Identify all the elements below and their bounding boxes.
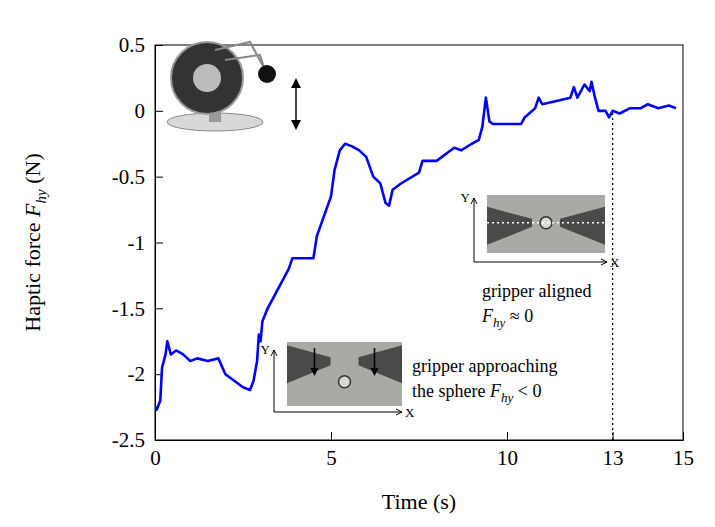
gripper-right <box>560 207 605 245</box>
y-tick-mark <box>155 111 163 112</box>
inset-image <box>487 195 605 253</box>
x-tick-mark <box>507 432 508 440</box>
annotation: gripper aligned <box>482 281 591 301</box>
text-part: hy <box>33 189 49 204</box>
alignment-line <box>487 222 605 224</box>
y-tick-label: 0.5 <box>119 33 145 57</box>
x-tick: 10 <box>497 432 518 470</box>
y-tick-label: -2 <box>128 362 146 386</box>
inset-axis-heads <box>271 350 402 415</box>
y-tick-label: -1 <box>128 231 146 255</box>
x-tick-label: 0 <box>150 446 161 470</box>
x-tick: 15 <box>673 432 694 470</box>
device-hub <box>193 64 221 92</box>
inset: YX <box>261 342 415 420</box>
plot-frame <box>155 45 683 440</box>
plot-area <box>155 82 676 440</box>
motion-arrow-head <box>371 368 379 376</box>
text-part: (N) <box>20 153 45 189</box>
inset-image <box>287 342 402 406</box>
y-tick-label: -2.5 <box>112 428 145 452</box>
text-part: Haptic force <box>20 217 45 332</box>
x-axis-line <box>156 432 684 441</box>
x-tick: 5 <box>326 432 337 470</box>
gripper-left <box>287 345 331 383</box>
y-tick-mark <box>155 440 163 441</box>
inset-y-label: Y <box>461 190 471 205</box>
y-axis: -2.5 -2 -1.5 -1 -0.5 0 0.5 <box>112 33 163 452</box>
device-ball <box>258 65 276 83</box>
text-part: F <box>20 203 45 218</box>
y-tick: 0.5 <box>119 33 163 57</box>
data-line <box>155 82 676 410</box>
text-part: ≈ 0 <box>505 306 533 326</box>
y-tick: -1 <box>128 231 164 255</box>
arrow-head <box>291 78 301 130</box>
sphere <box>339 376 351 388</box>
y-tick: 0 <box>135 99 164 123</box>
y-tick-label: 0 <box>135 99 146 123</box>
y-tick: -1.5 <box>112 297 163 321</box>
y-tick-label: -0.5 <box>112 165 145 189</box>
y-axis-title: Haptic force Fhy (N) <box>20 153 49 332</box>
inset-x-label: X <box>610 255 620 270</box>
x-axis-title: Time (s) <box>382 489 456 514</box>
y-tick-mark <box>155 308 163 309</box>
text-part: gripper approaching <box>412 356 557 376</box>
text-part: the sphere <box>412 381 490 401</box>
device-wheel <box>171 42 243 114</box>
y-tick-mark <box>155 243 163 244</box>
x-tick: 13 <box>603 432 624 470</box>
x-tick-label: 5 <box>326 446 337 470</box>
device-icon <box>167 42 276 131</box>
x-tick-mark <box>331 432 332 440</box>
motion-arrow-head <box>311 368 319 376</box>
gripper-left <box>487 207 532 245</box>
inset-y-label: Y <box>261 342 271 357</box>
inset-axes <box>274 350 402 412</box>
inset-axes <box>474 198 607 262</box>
double-arrow <box>291 78 301 130</box>
inset-axis-heads <box>471 198 607 265</box>
annotation: Fhy ≈ 0 <box>481 306 533 330</box>
annotation: the sphere Fhy < 0 <box>412 381 541 405</box>
text-part: hy <box>493 315 506 330</box>
inset-x-label: X <box>405 405 415 420</box>
x-tick-label: 15 <box>673 446 694 470</box>
x-tick-mark <box>683 432 684 440</box>
y-tick: -2.5 <box>112 428 163 452</box>
motion-arrow <box>314 348 316 370</box>
annotation: gripper approaching <box>412 356 557 376</box>
y-tick-mark <box>155 177 163 178</box>
motion-arrow <box>374 348 376 370</box>
x-axis: 0 5 10 13 15 <box>150 432 694 470</box>
x-tick-label: 10 <box>497 446 518 470</box>
y-tick: -2 <box>128 362 164 386</box>
inset: YX <box>461 190 620 270</box>
sphere <box>540 217 552 229</box>
y-tick-mark <box>155 45 163 46</box>
x-tick-label: 13 <box>603 446 624 470</box>
reference-line <box>612 111 613 440</box>
device-arm <box>215 42 265 70</box>
y-tick: -0.5 <box>112 165 163 189</box>
y-tick-label: -1.5 <box>112 297 145 321</box>
text-part: hy <box>501 390 514 405</box>
gripper-right <box>359 345 403 383</box>
text-part: gripper aligned <box>482 281 591 301</box>
text-part: < 0 <box>513 381 541 401</box>
chart: 0 5 10 13 15 -2.5 -2 -1.5 -1 -0.5 0 0.5 Time (s) Hapt… <box>0 0 715 527</box>
text-part: Time (s) <box>382 489 456 514</box>
